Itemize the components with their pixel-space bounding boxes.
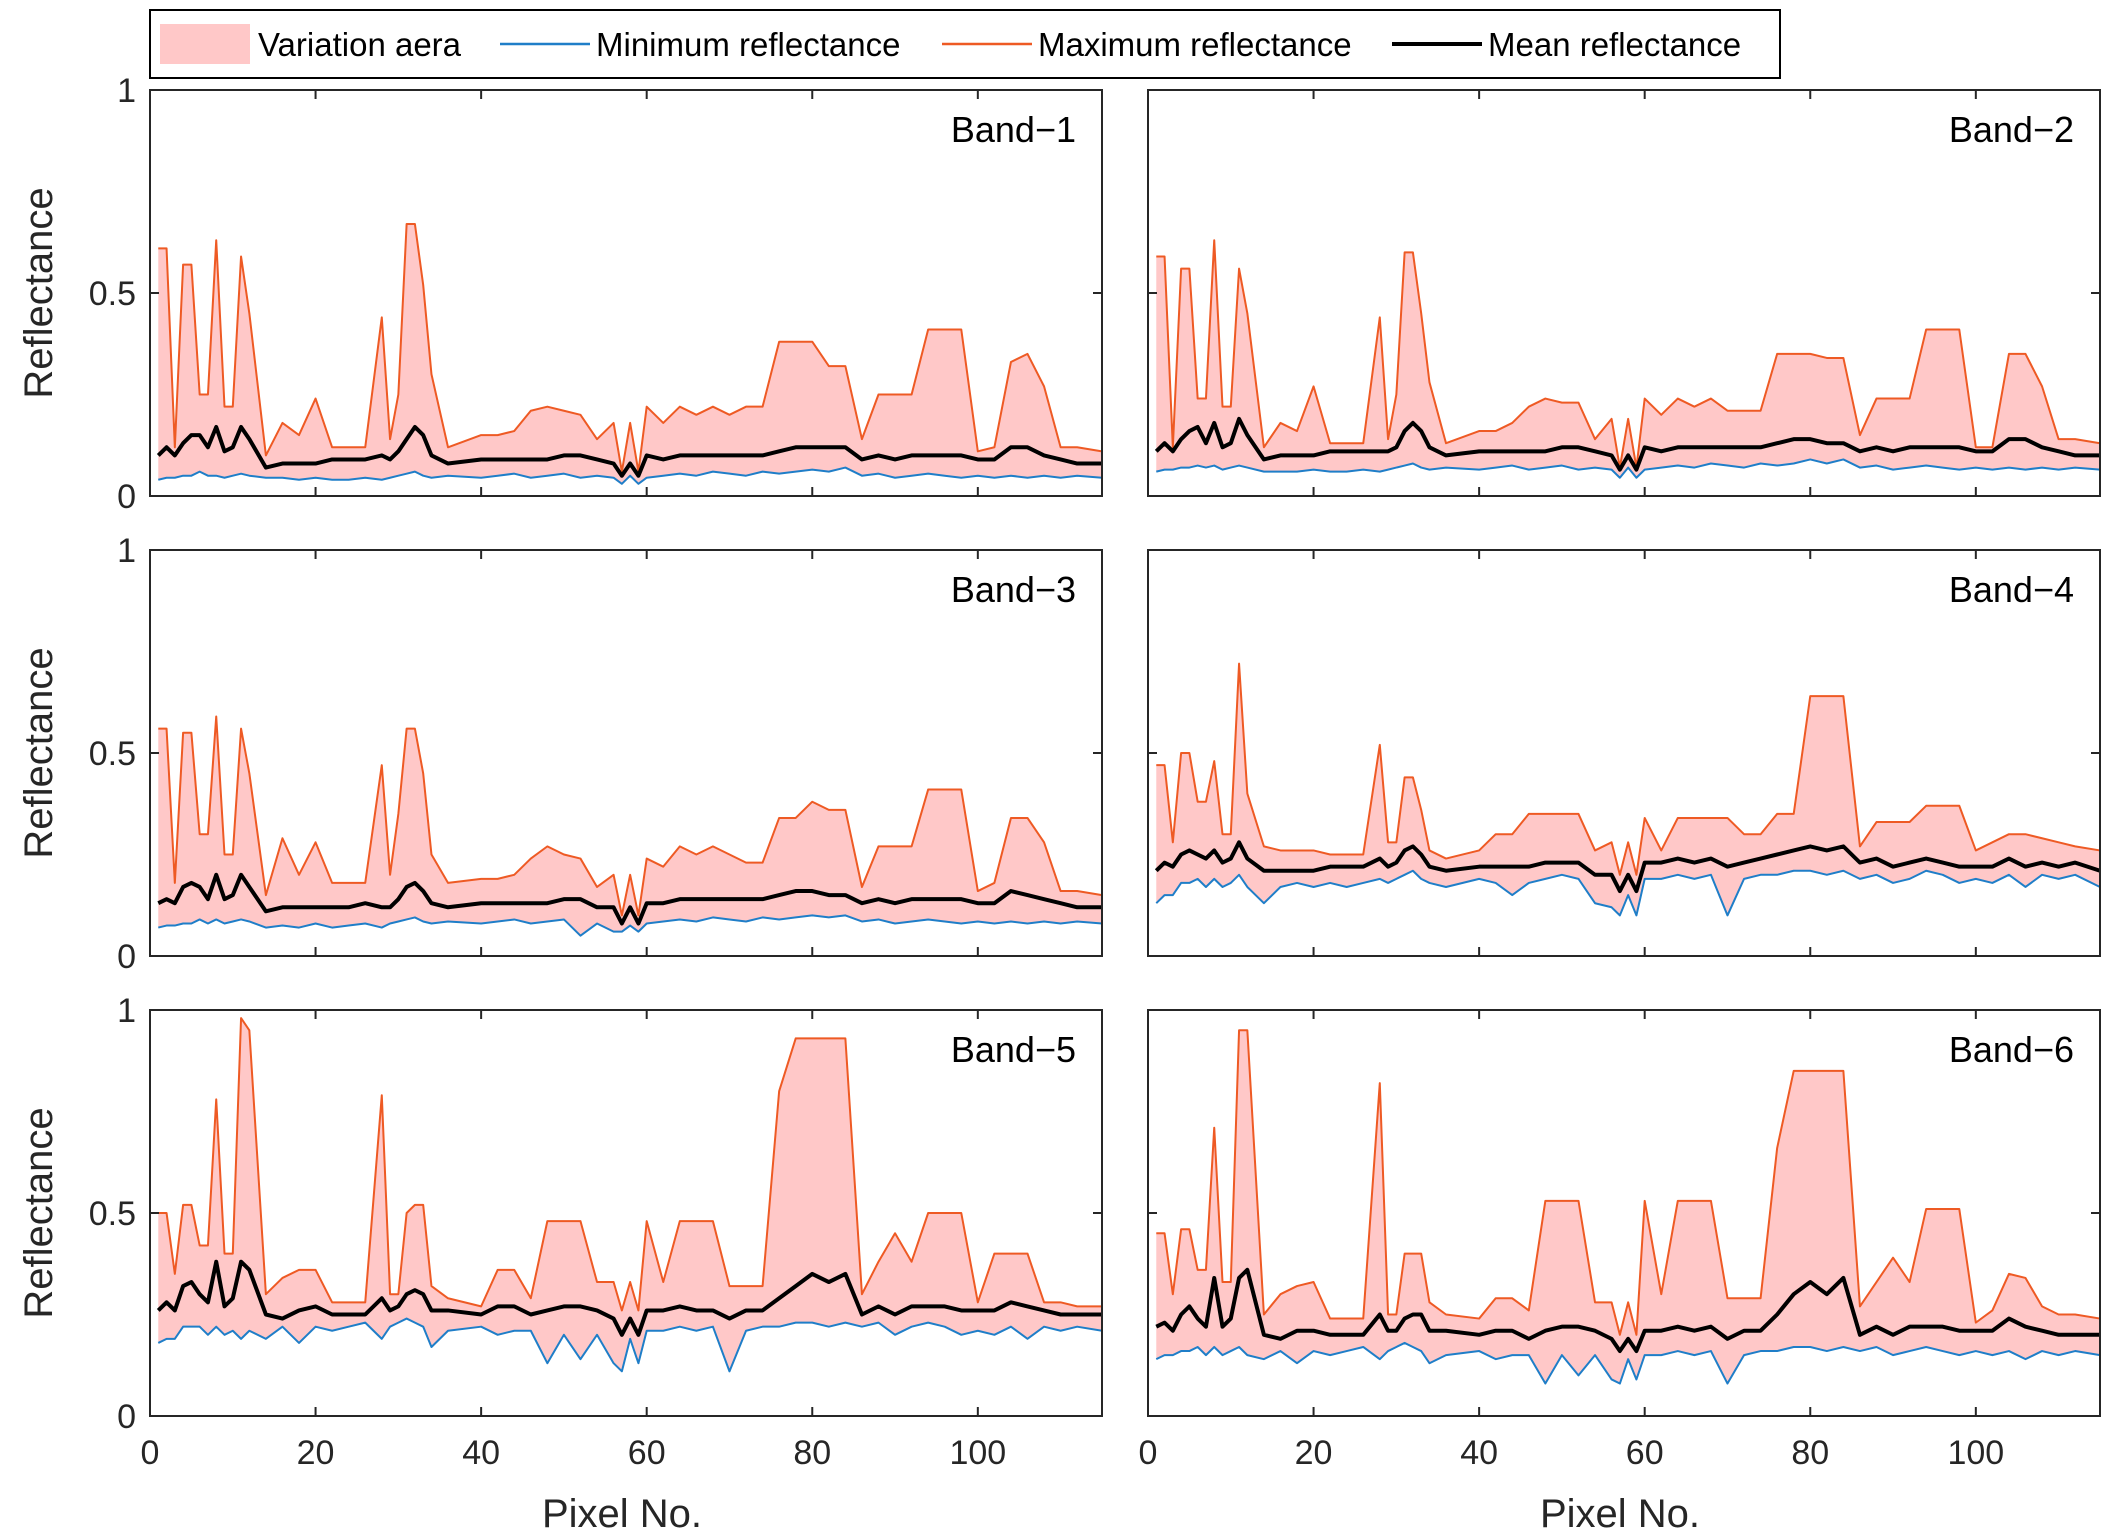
mean-reflectance-line <box>156 424 1102 478</box>
y-tick-label: 0 <box>117 938 136 976</box>
variation-area <box>158 716 1102 936</box>
panel-band-3: 0 0.5 1 Band−3 Reflectance <box>17 532 1103 976</box>
x-tick-label: 20 <box>1295 1434 1333 1472</box>
y-tick-label: 1 <box>117 532 136 570</box>
variation-area <box>1156 1030 2100 1384</box>
max-reflectance-line <box>158 715 1103 917</box>
panels: 0 0.5 1 Band−1 Reflectance Band−2 0 0.5 1 Band−3 R… <box>17 72 2101 1536</box>
y-tick-label: 0.5 <box>89 275 136 313</box>
max-reflectance-line <box>158 1017 1102 1312</box>
y-axis-title: Reflectance <box>17 647 61 858</box>
x-tick-label: 40 <box>462 1434 500 1472</box>
mean-reflectance-line <box>156 1259 1102 1337</box>
y-tick-label: 0 <box>117 478 136 516</box>
panel-band-5: 0 0.5 1 0 20 40 60 80 100 Band−5 Reflectance Pixel … <box>17 992 1103 1536</box>
mean-reflectance-line <box>157 872 1102 926</box>
panel-band-1: 0 0.5 1 Band−1 Reflectance <box>17 72 1103 516</box>
panel-band-6: 0 20 40 60 80 100 Band−6 Pixel No. <box>1139 1009 2101 1536</box>
x-tick-label: 40 <box>1460 1434 1498 1472</box>
max-reflectance-line <box>1156 239 2101 469</box>
mean-reflectance-line <box>1155 1267 2100 1354</box>
x-tick-label: 20 <box>297 1434 335 1472</box>
x-tick-label: 100 <box>949 1434 1006 1472</box>
band-title: Band−6 <box>1949 1029 2074 1070</box>
x-tick-label: 80 <box>1791 1434 1829 1472</box>
legend: Variation aera Minimum reflectance Maximum… <box>149 9 1781 79</box>
variation-area <box>1156 663 2100 916</box>
legend-label: Maximum reflectance <box>1038 26 1352 63</box>
legend-label: Minimum reflectance <box>596 26 900 63</box>
band-title: Band−5 <box>951 1029 1076 1070</box>
max-reflectance-line <box>1156 662 2101 876</box>
mean-reflectance-line <box>1154 840 2101 894</box>
legend-swatch-variation-area <box>160 24 250 64</box>
legend-label: Mean reflectance <box>1488 26 1741 63</box>
panel-band-2: Band−2 <box>1147 89 2101 497</box>
band-title: Band−2 <box>1949 109 2074 150</box>
mean-reflectance-line <box>1154 416 2100 472</box>
y-tick-label: 0.5 <box>89 735 136 773</box>
min-reflectance-line <box>158 914 1103 937</box>
min-reflectance-line <box>1156 458 2101 479</box>
band-title: Band−1 <box>951 109 1076 150</box>
band-title: Band−3 <box>951 569 1076 610</box>
x-axis-title: Pixel No. <box>542 1492 702 1536</box>
min-reflectance-line <box>158 466 1103 485</box>
max-reflectance-line <box>158 222 1103 473</box>
min-reflectance-line <box>157 1317 1103 1373</box>
y-tick-label: 1 <box>117 72 136 110</box>
x-tick-label: 0 <box>1139 1434 1158 1472</box>
x-tick-label: 100 <box>1947 1434 2004 1472</box>
y-tick-label: 0 <box>117 1398 136 1436</box>
max-reflectance-line <box>1156 1029 2101 1336</box>
variation-area <box>158 223 1102 484</box>
legend-label: Variation aera <box>258 26 462 63</box>
band-title: Band−4 <box>1949 569 2074 610</box>
x-tick-label: 60 <box>628 1434 666 1472</box>
y-tick-label: 1 <box>117 992 136 1030</box>
x-axis-title: Pixel No. <box>1540 1492 1700 1536</box>
x-tick-label: 60 <box>1626 1434 1664 1472</box>
min-reflectance-line <box>1155 1341 2101 1385</box>
panel-band-4: Band−4 <box>1147 549 2101 957</box>
y-axis-title: Reflectance <box>17 187 61 398</box>
x-tick-label: 0 <box>141 1434 160 1472</box>
min-reflectance-line <box>1155 869 2101 917</box>
y-tick-label: 0.5 <box>89 1195 136 1233</box>
y-axis-title: Reflectance <box>17 1107 61 1318</box>
variation-area <box>158 1018 1102 1372</box>
x-tick-label: 80 <box>793 1434 831 1472</box>
variation-area <box>1156 240 2100 478</box>
